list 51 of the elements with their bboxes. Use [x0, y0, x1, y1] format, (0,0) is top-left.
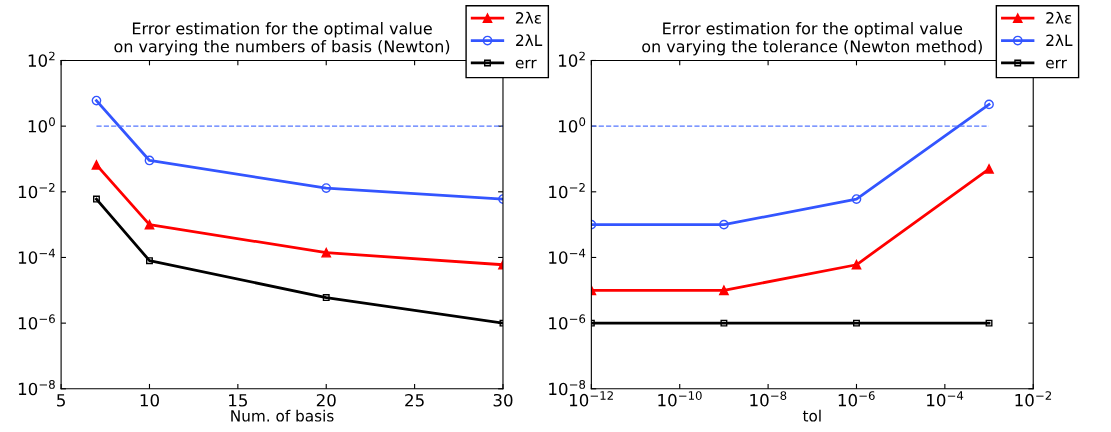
x-tick-label: 10$^{−2}$	[1015, 391, 1052, 407]
y-tick-label: 10$^{0}$	[28, 117, 55, 133]
x-tick-label: 10$^{−10}$	[658, 391, 702, 407]
y-tick-label: 10$^{−6}$	[549, 314, 586, 330]
y-tick-label: 10$^{−4}$	[18, 248, 55, 264]
x-axis-title: tol	[802, 409, 821, 422]
point	[91, 95, 102, 106]
legend-label: err	[1046, 59, 1067, 69]
point	[984, 163, 994, 174]
y-tick-label: 10$^{−2}$	[549, 182, 585, 199]
point	[92, 195, 100, 203]
legend-label: 2λL	[516, 34, 543, 46]
x-tick-label: 25	[405, 393, 424, 407]
legend-label: 2λε	[1046, 11, 1072, 24]
chart-title: Error estimation for the optimal value on varying the tolerance (Newton method)	[642, 22, 982, 56]
point	[144, 219, 155, 230]
point	[853, 319, 860, 327]
x-tick-label: 10$^{−8}$	[750, 391, 787, 407]
y-tick-label: 10$^{2}$	[558, 51, 585, 67]
y-tick-label: 10$^{−2}$	[18, 182, 55, 199]
point	[719, 219, 729, 230]
point	[91, 160, 102, 170]
legend-label: 2λε	[516, 11, 541, 24]
y-tick-label: 10$^{2}$	[28, 51, 55, 67]
y-tick-label: 10$^{−4}$	[549, 248, 586, 264]
point	[146, 257, 153, 265]
point	[985, 319, 993, 327]
point	[719, 285, 729, 296]
y-tick-label: 10$^{−6}$	[18, 314, 55, 330]
x-tick-label: 10$^{−12}$	[569, 391, 613, 407]
chart-title: Error estimation for the optimal value on varying the numbers of basis (Newton)	[114, 22, 450, 56]
point	[720, 319, 728, 327]
legend-label: err	[515, 59, 537, 69]
point	[851, 259, 862, 270]
legend-label: 2λL	[1046, 34, 1073, 46]
point	[851, 194, 862, 204]
point	[321, 183, 332, 193]
x-tick-label: 10$^{−4}$	[927, 391, 964, 407]
x-tick-label: 30	[493, 393, 513, 407]
x-tick-label: 20	[316, 393, 336, 407]
point	[322, 294, 330, 302]
point	[984, 99, 994, 110]
point	[144, 155, 155, 166]
x-axis-title: Num. of basis	[231, 409, 334, 422]
y-tick-label: 10$^{−8}$	[18, 379, 55, 396]
point	[321, 247, 332, 258]
x-tick-label: 15	[229, 394, 247, 407]
x-tick-label: 10	[140, 393, 159, 407]
x-tick-label: 10$^{−6}$	[838, 391, 875, 407]
x-tick-label: 5	[57, 394, 65, 407]
y-tick-label: 10$^{0}$	[558, 117, 586, 133]
